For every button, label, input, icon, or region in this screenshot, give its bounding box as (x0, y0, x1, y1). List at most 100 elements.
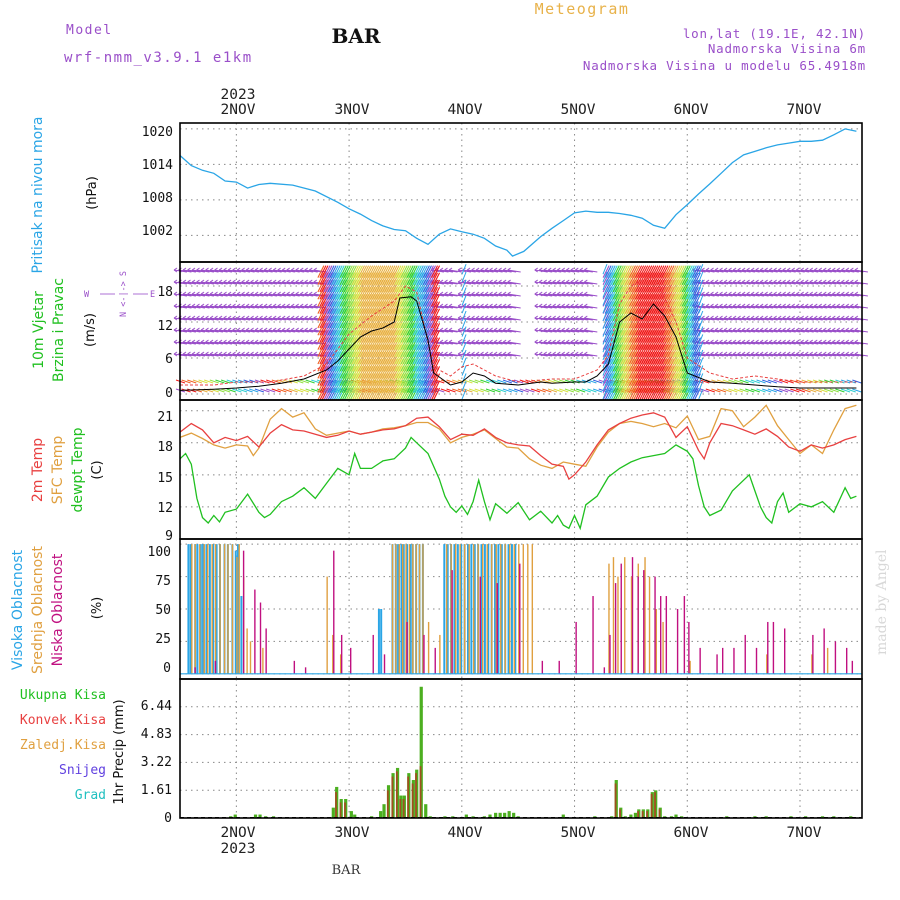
wind-arrow-head (493, 327, 498, 333)
wind-arrow-head (227, 315, 232, 321)
wind-arrow (446, 388, 456, 393)
wind-arrow (604, 265, 612, 278)
wind-arrow (271, 379, 281, 384)
wind-arrow (698, 271, 704, 283)
wind-tick-label: 0 (165, 386, 173, 401)
wind-arrow (266, 388, 276, 393)
pressure-frame (179, 122, 863, 263)
wind-arrow (396, 265, 404, 278)
footer-station: BAR (332, 863, 362, 878)
wind-arrow-head (732, 339, 737, 345)
legend-hail: Grad (75, 788, 106, 803)
wind-arrow (691, 315, 699, 329)
wind-arrow (480, 388, 490, 393)
wind-arrow-head (299, 315, 304, 321)
wind-arrow-head (489, 327, 493, 333)
wind-arrow (698, 318, 704, 329)
wind-arrow-head (200, 339, 205, 345)
wind-arrow-head (507, 351, 511, 357)
wind-arrow-head (448, 327, 453, 333)
wind-arrow-head (173, 339, 178, 345)
wind-arrow-head (737, 279, 741, 285)
wind-arrow-head (791, 303, 796, 309)
wind-arrow-head (466, 315, 471, 321)
wind-arrow-head (304, 351, 309, 357)
wind-arrow-head (791, 315, 796, 321)
wind-arrow-head (795, 267, 800, 273)
pressure-tick-label: 1020 (142, 125, 173, 140)
wind-arrow-head (538, 339, 543, 345)
wind-arrow-head (804, 327, 809, 333)
wind-arrow (691, 330, 699, 343)
wind-arrow-head (832, 291, 836, 297)
wind-arrow-head (313, 279, 318, 285)
wind-arrow-head (723, 303, 728, 309)
wind-arrow-head (552, 291, 557, 297)
wind-arrow (651, 265, 659, 278)
wind-arrow-head (552, 267, 557, 273)
wind-arrow-head (259, 279, 263, 285)
wind-arrow-head (191, 267, 196, 273)
wind-arrow (431, 272, 439, 286)
wind-arrow-head (223, 291, 227, 297)
bottom-day-label: 6NOV (674, 825, 709, 841)
wind-arrow-head (259, 339, 263, 345)
wind-arrow-head (845, 267, 850, 273)
wind-arrow (370, 265, 378, 278)
precip-bar-convective (641, 811, 644, 818)
wind-arrow (372, 265, 380, 278)
wind-arrow-head (480, 303, 484, 309)
wind-arrow-head (714, 339, 719, 345)
precip-bar-convective (654, 792, 656, 818)
wind-arrow-head (701, 351, 705, 357)
wind-arrow-head (845, 291, 850, 297)
wind-arrow (653, 265, 661, 278)
wind-arrow (677, 265, 685, 278)
wind-arrow-head (444, 267, 448, 273)
wind-arrow-head (728, 303, 732, 309)
wind-arrow (665, 265, 673, 278)
wind-arrow-head (850, 267, 854, 273)
wind-arrow-head (209, 291, 214, 297)
wind-arrow-head (489, 339, 493, 345)
wind-arrow-head (277, 279, 281, 285)
wind-arrow-head (295, 351, 300, 357)
wind-arrow-head (299, 339, 304, 345)
wind-arrow (507, 305, 521, 309)
wind-arrow-head (832, 303, 836, 309)
wind-arrow (406, 265, 414, 278)
wind-arrow-head (566, 279, 570, 285)
wind-arrow-head (534, 303, 539, 309)
wind-arrow-head (768, 339, 773, 345)
wind-arrow-head (493, 267, 498, 273)
wind-arrow (829, 388, 839, 393)
wind-arrow (226, 379, 236, 384)
pressure-panel: Pritisak na nivou mora (hPa) 1002 1008 1… (30, 116, 863, 274)
wind-arrow-head (236, 315, 241, 321)
precip-tick-label: 3.22 (141, 755, 172, 770)
wind-arrow-head (245, 279, 250, 285)
wind-arrow-head (245, 291, 250, 297)
wind-arrow (602, 388, 608, 400)
wind-arrow-head (205, 351, 209, 357)
wind-arrow-head (538, 315, 543, 321)
wind-arrow-head (277, 327, 281, 333)
wind-arrow-head (804, 315, 809, 321)
wind-arrow-head (741, 303, 746, 309)
wind-arrow-head (814, 339, 818, 345)
wind-arrow-head (832, 279, 836, 285)
wind-arrow-head (854, 315, 859, 321)
wind-arrow (693, 373, 701, 386)
cloud-tick-label: 50 (155, 603, 171, 618)
wind-arrow-head (786, 279, 791, 285)
wind-arrow-head (498, 315, 502, 321)
wind-arrow-head (214, 339, 218, 345)
wind-arrow-head (268, 267, 272, 273)
wind-arrow-head (832, 339, 836, 345)
wind-arrow (610, 265, 618, 278)
wind-arrow-head (741, 279, 746, 285)
wind-arrow-head (755, 303, 759, 309)
wind-arrow (728, 379, 738, 384)
wind-arrow-head (759, 291, 764, 297)
wind-arrow-head (755, 267, 759, 273)
